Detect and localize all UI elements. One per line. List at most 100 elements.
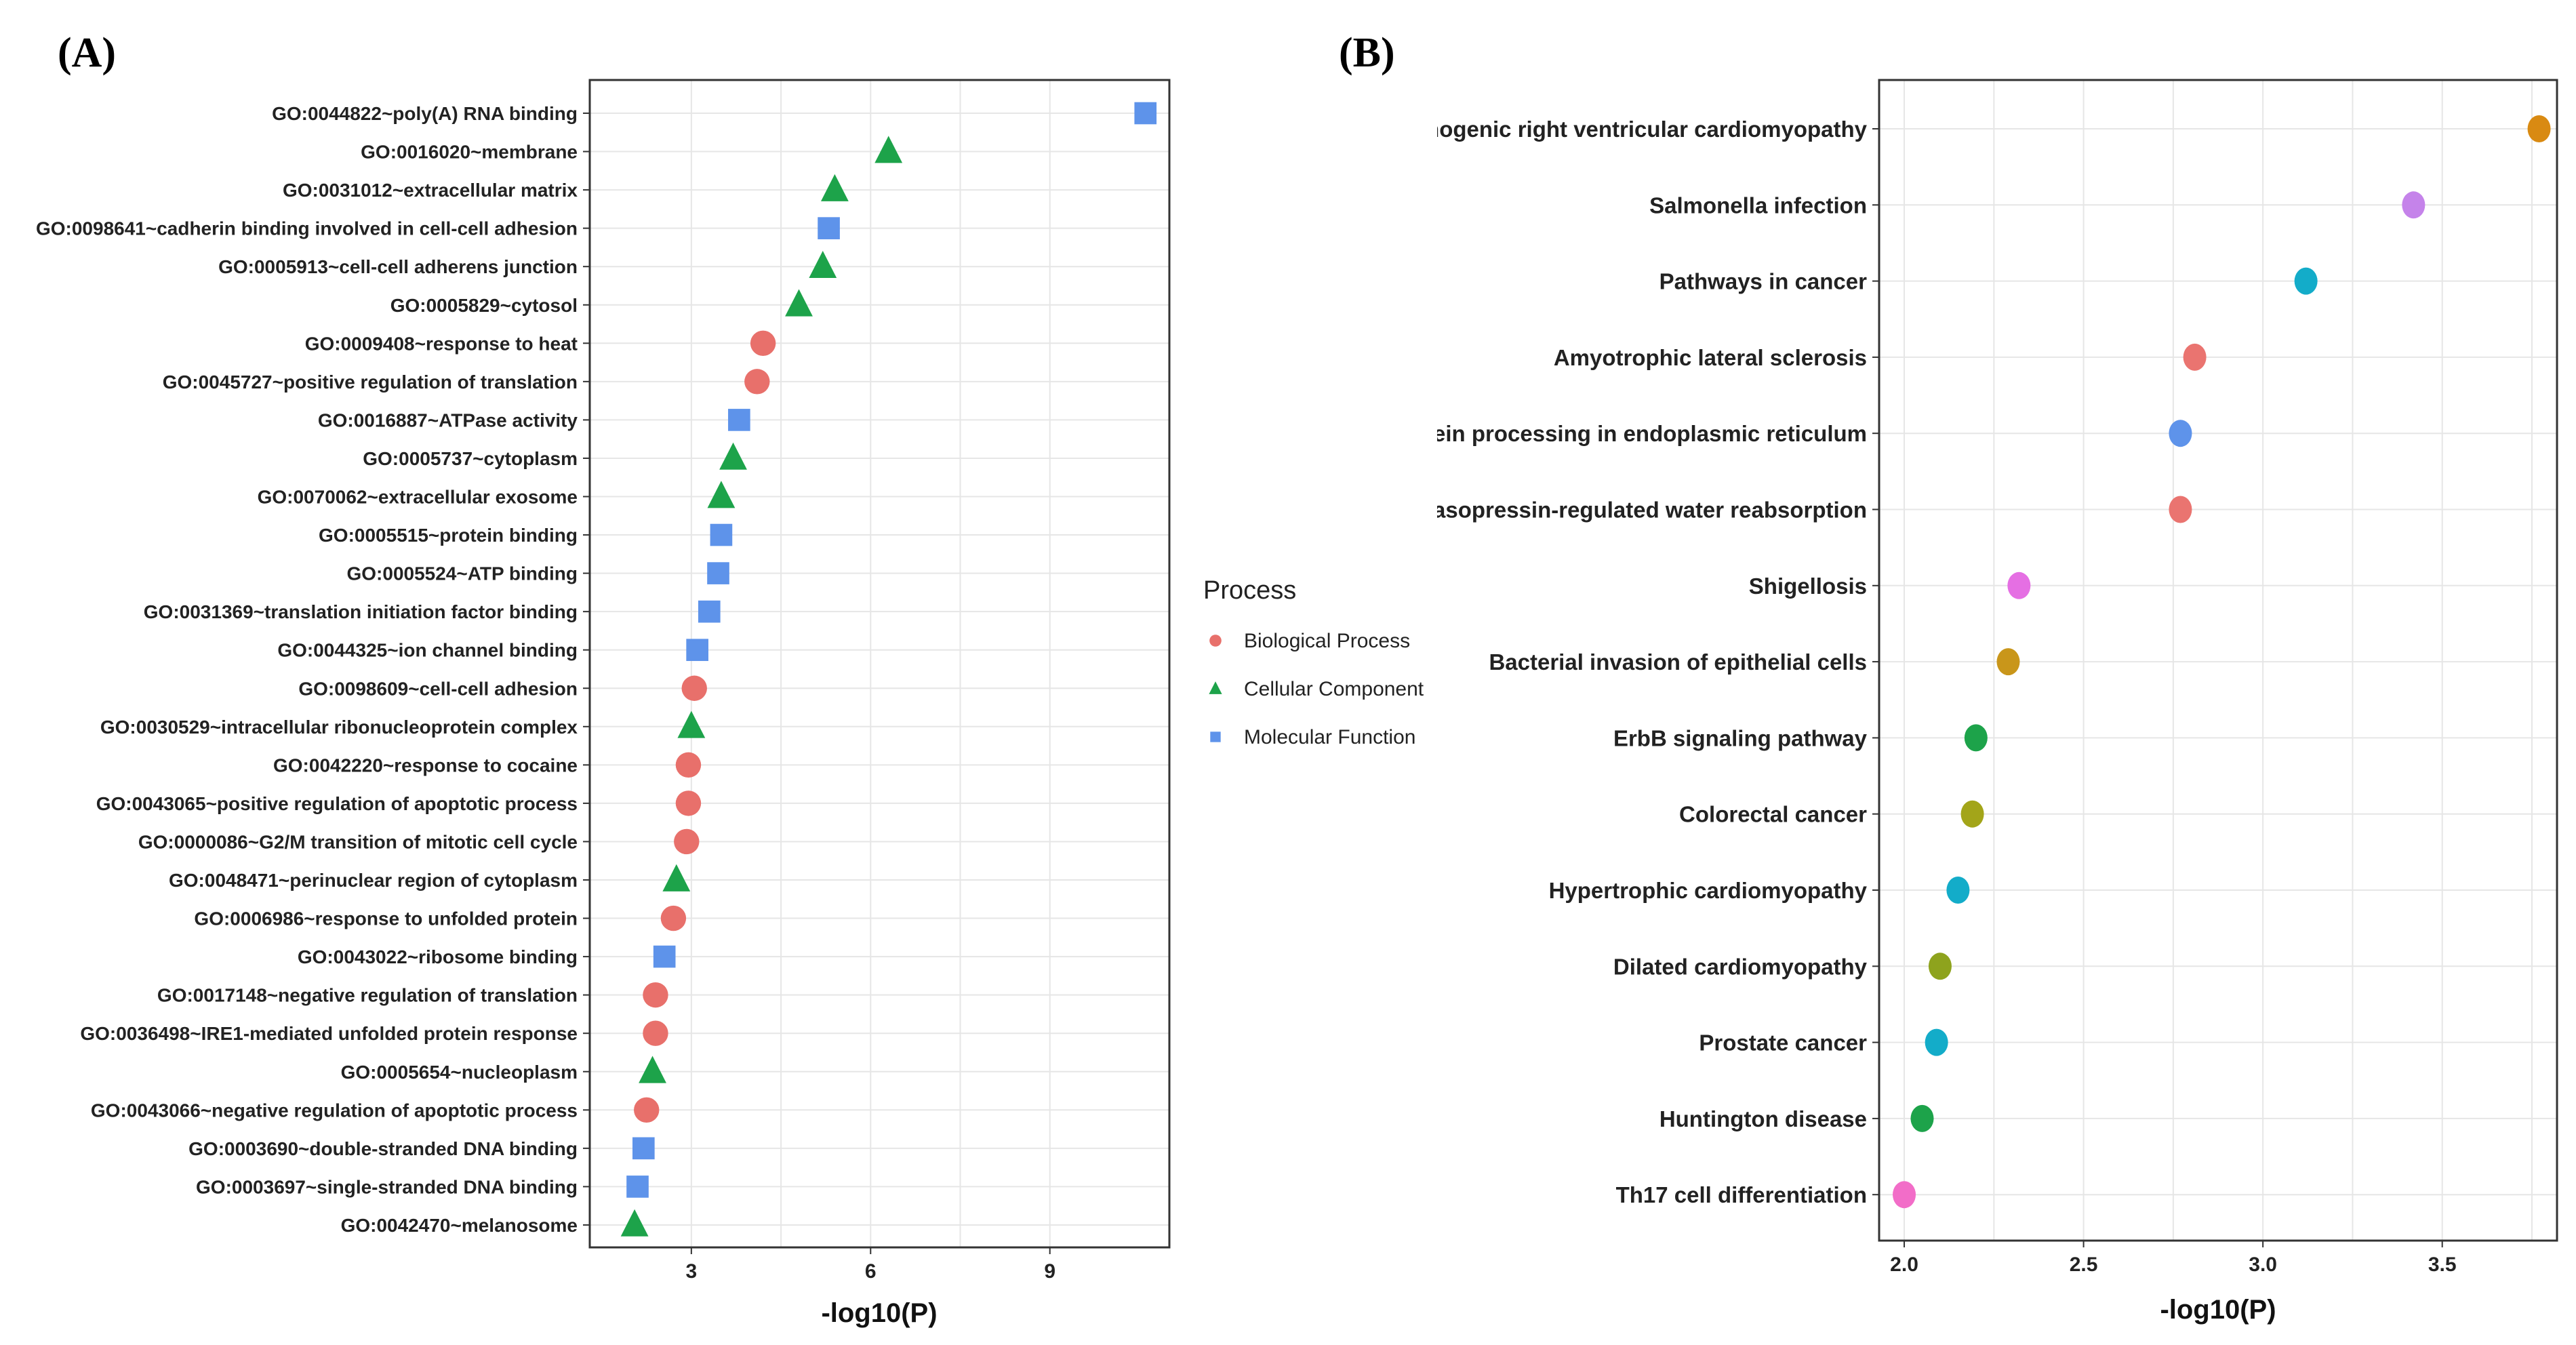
chart-a-point: [681, 675, 707, 701]
chart-a-y-tick-label: GO:0000086~G2/M transition of mitotic ce…: [138, 831, 578, 852]
chart-a-point: [632, 1137, 655, 1160]
chart-a-y-tick-label: GO:0070062~extracellular exosome: [258, 487, 578, 508]
chart-a-point: [698, 600, 721, 623]
chart-a-point: [660, 905, 687, 931]
chart-a-y-tick-label: GO:0030529~intracellular ribonucleoprote…: [100, 717, 578, 738]
chart-b-y-tick-label: Prostate cancer: [1699, 1030, 1867, 1056]
chart-a-y-tick-label: GO:0045727~positive regulation of transl…: [163, 372, 578, 393]
legend-items: Biological Process Cellular Component Mole…: [1209, 630, 1424, 748]
chart-b-y-tick-label: Vasopressin-regulated water reabsorption: [1420, 498, 1867, 523]
chart-a: GO:0044822~poly(A) RNA binding GO:0016020…: [36, 79, 1171, 1328]
chart-b-y-tick-label: Colorectal cancer: [1679, 802, 1867, 827]
chart-a-point: [662, 864, 691, 891]
chart-a-y-tick-label: GO:0003697~single-stranded DNA binding: [196, 1176, 578, 1197]
chart-a-y-tick-label: GO:0005524~ATP binding: [346, 563, 578, 584]
chart-a-y-tick-label: GO:0006986~response to unfolded protein: [194, 908, 578, 929]
chart-a-point: [620, 1209, 649, 1237]
chart-b-point: [1946, 877, 1970, 904]
chart-a-y-tick-labels: GO:0044822~poly(A) RNA binding GO:0016020…: [36, 103, 590, 1236]
chart-a-y-tick-label: GO:0043022~ribosome binding: [298, 946, 578, 967]
panel-a-label: (A): [58, 30, 116, 76]
chart-b-point: [1893, 1181, 1916, 1209]
chart-a-y-tick-label: GO:0043065~positive regulation of apopto…: [96, 793, 578, 814]
chart-a-y-tick-label: GO:0098609~cell-cell adhesion: [298, 678, 578, 699]
legend-title: Process: [1203, 576, 1296, 605]
chart-a-y-tick-label: GO:0016020~membrane: [361, 142, 578, 163]
legend-marker-triangle: [1209, 681, 1222, 694]
chart-a-y-tick-label: GO:0043066~negative regulation of apopto…: [91, 1100, 578, 1121]
chart-b-y-tick-labels: Arrhythmogenic right ventricular cardiom…: [1339, 117, 1879, 1207]
chart-a-plot-area: [588, 79, 1171, 1249]
chart-a-y-tick-label: GO:0042220~response to cocaine: [273, 755, 578, 776]
chart-b-point: [1910, 1104, 1934, 1132]
chart-b-point: [2169, 496, 2192, 523]
chart-a-point: [634, 1097, 660, 1123]
chart-a-point: [643, 1020, 668, 1046]
chart-a-y-tick-label: GO:0009408~response to heat: [305, 333, 578, 354]
chart-a-point: [626, 1176, 649, 1198]
chart-a-point: [750, 330, 776, 356]
chart-a-y-tick-label: GO:0042470~melanosome: [341, 1215, 578, 1236]
chart-a-point: [639, 1056, 666, 1083]
chart-a-y-tick-label: GO:0031369~translation initiation factor…: [144, 601, 578, 622]
chart-b-y-tick-label: Huntington disease: [1659, 1106, 1867, 1131]
chart-b-x-axis-label: -log10(P): [2160, 1295, 2276, 1325]
legend-label: Biological Process: [1244, 630, 1410, 652]
chart-b-y-tick-label: Hypertrophic cardiomyopathy: [1549, 878, 1868, 903]
chart-b-y-tick-label: ErbB signaling pathway: [1613, 725, 1868, 750]
chart-b-y-tick-label: Amyotrophic lateral sclerosis: [1554, 345, 1867, 370]
chart-a-y-tick-label: GO:0005654~nucleoplasm: [341, 1062, 578, 1083]
chart-a-x-tick-label: 3: [686, 1260, 698, 1283]
chart-a-point: [1134, 102, 1157, 125]
chart-a-point: [674, 828, 700, 855]
chart-a-y-tick-label: GO:0003690~double-stranded DNA binding: [188, 1138, 578, 1159]
chart-a-y-tick-label: GO:0048471~perinuclear region of cytopla…: [169, 870, 578, 891]
chart-a-y-tick-label: GO:0017148~negative regulation of transl…: [157, 985, 578, 1006]
chart-b-x-tick-labels: 2.0 2.5 3.0 3.5: [1890, 1241, 2457, 1276]
legend-label: Molecular Function: [1244, 726, 1415, 748]
chart-b-point: [1928, 952, 1952, 980]
chart-a-y-tick-label: GO:0005515~protein binding: [319, 525, 578, 546]
chart-b-point: [2007, 571, 2031, 599]
chart-a-point: [643, 982, 668, 1008]
chart-a-y-tick-label: GO:0044822~poly(A) RNA binding: [272, 103, 578, 124]
chart-b-point: [1925, 1028, 1948, 1056]
legend-label: Cellular Component: [1244, 678, 1424, 700]
chart-b-x-tick-label: 2.0: [1890, 1253, 1918, 1276]
chart-a-point: [744, 369, 770, 395]
chart-a-point: [809, 251, 837, 279]
chart-b: Arrhythmogenic right ventricular cardiom…: [1339, 79, 2558, 1325]
chart-b-y-tick-label: Protein processing in endoplasmic reticu…: [1388, 421, 1867, 446]
chart-b-point: [2402, 191, 2426, 219]
chart-b-plot-area: [1878, 79, 2558, 1242]
legend-marker-circle: [1209, 635, 1222, 647]
chart-a-x-tick-labels: 3 6 9: [686, 1247, 1055, 1283]
chart-a-y-tick-label: GO:0098641~cadherin binding involved in …: [36, 218, 578, 239]
chart-a-point: [653, 945, 676, 968]
chart-b-x-tick-label: 3.0: [2249, 1253, 2277, 1276]
chart-b-point: [2183, 343, 2207, 371]
chart-a-point: [818, 217, 840, 239]
chart-a-point: [675, 790, 702, 816]
chart-a-y-tick-label: GO:0005829~cytosol: [390, 295, 578, 316]
chart-b-point: [1996, 648, 2020, 676]
chart-b-grid: [1879, 80, 2557, 1241]
chart-b-x-tick-label: 3.5: [2428, 1253, 2457, 1276]
chart-a-point: [710, 523, 733, 546]
chart-a-point: [686, 639, 708, 662]
chart-a-point: [707, 481, 736, 508]
chart-a-y-tick-label: GO:0016887~ATPase activity: [318, 409, 578, 430]
chart-a-y-tick-label: GO:0036498~IRE1-mediated unfolded protei…: [80, 1023, 578, 1044]
chart-a-x-axis-label: -log10(P): [821, 1298, 937, 1328]
legend: Process Biological Process Cellular Compo…: [1203, 576, 1424, 748]
chart-b-point: [2294, 267, 2318, 295]
panel-b-label: (B): [1339, 30, 1395, 76]
chart-a-point: [719, 442, 747, 470]
chart-a-grid: [590, 80, 1169, 1247]
chart-b-y-tick-label: Shigellosis: [1749, 574, 1867, 599]
chart-a-y-tick-label: GO:0044325~ion channel binding: [277, 640, 578, 661]
chart-b-point: [2169, 420, 2192, 447]
chart-b-y-tick-label: Arrhythmogenic right ventricular cardiom…: [1339, 117, 1868, 142]
chart-a-point: [677, 710, 706, 738]
